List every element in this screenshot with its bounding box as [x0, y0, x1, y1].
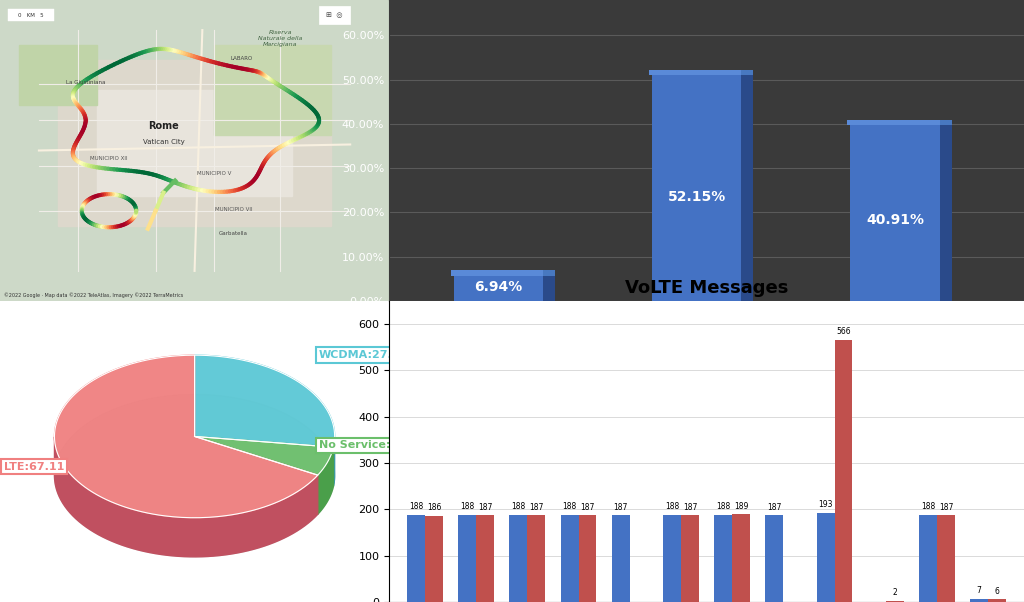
Polygon shape	[54, 437, 317, 557]
Polygon shape	[54, 394, 335, 557]
Text: 188: 188	[460, 502, 474, 511]
Bar	[850, 120, 940, 301]
Bar	[664, 515, 681, 602]
Text: MUNICIPIO V: MUNICIPIO V	[197, 170, 231, 176]
Bar	[459, 515, 476, 602]
Text: 193: 193	[818, 500, 833, 509]
Bar	[940, 120, 951, 125]
Text: No Service:5.79: No Service:5.79	[319, 441, 418, 450]
Bar	[715, 515, 732, 602]
Text: 188: 188	[562, 502, 577, 511]
Text: 188: 188	[511, 502, 525, 511]
Text: Garbatella: Garbatella	[219, 231, 248, 236]
Text: 40.91%: 40.91%	[866, 213, 924, 226]
Title: VoLTE Messages: VoLTE Messages	[625, 279, 788, 297]
Text: 188: 188	[921, 502, 935, 511]
Text: 187: 187	[613, 503, 628, 512]
Polygon shape	[334, 438, 335, 486]
Bar	[741, 70, 754, 75]
Polygon shape	[195, 436, 334, 475]
Bar	[527, 515, 545, 602]
Bar	[940, 120, 951, 301]
Bar	[451, 270, 546, 276]
Text: La Giustiniana: La Giustiniana	[66, 80, 105, 85]
Bar	[732, 515, 750, 602]
Bar	[848, 120, 943, 125]
Text: 189: 189	[734, 502, 749, 510]
Text: 2: 2	[892, 588, 897, 597]
Bar	[543, 270, 555, 301]
Bar	[971, 599, 988, 602]
Bar	[579, 515, 596, 602]
Text: 187: 187	[529, 503, 544, 512]
Bar	[58, 60, 331, 226]
Bar	[543, 270, 555, 276]
Bar	[476, 515, 495, 602]
Bar	[835, 340, 853, 602]
Text: Riserva
Naturale della
Marcigiana: Riserva Naturale della Marcigiana	[258, 30, 302, 47]
Bar	[214, 45, 331, 135]
Bar	[649, 70, 744, 75]
Text: 186: 186	[427, 503, 441, 512]
Bar	[817, 513, 835, 602]
Polygon shape	[317, 447, 334, 514]
Bar	[741, 70, 754, 301]
Text: 187: 187	[581, 503, 595, 512]
Bar	[937, 515, 955, 602]
Bar	[612, 515, 630, 602]
Text: WCDMA:27.11: WCDMA:27.11	[319, 350, 409, 360]
Text: 188: 188	[665, 502, 679, 511]
Bar	[19, 45, 97, 105]
Bar	[319, 6, 350, 24]
Text: 188: 188	[409, 502, 423, 511]
Text: 187: 187	[939, 503, 953, 512]
Bar	[886, 601, 904, 602]
Text: MUNICIPIO VII: MUNICIPIO VII	[215, 206, 252, 212]
Bar	[988, 599, 1007, 602]
Bar	[425, 516, 443, 602]
Text: LTE:67.11: LTE:67.11	[4, 462, 65, 471]
Text: ⊞  ◎: ⊞ ◎	[327, 12, 343, 18]
Text: 6.94%: 6.94%	[474, 280, 522, 294]
Bar	[8, 9, 54, 21]
Text: 187: 187	[767, 503, 781, 512]
Polygon shape	[195, 355, 335, 447]
Bar	[652, 70, 741, 301]
Bar	[561, 515, 579, 602]
Bar	[454, 270, 543, 301]
Bar	[408, 515, 425, 602]
Text: Rome: Rome	[148, 122, 179, 131]
Text: LABARO: LABARO	[230, 56, 252, 61]
Text: 188: 188	[716, 502, 730, 511]
Text: ©2022 Google · Map data ©2022 TeleAtlas, Imagery ©2022 TerraMetrics: ©2022 Google · Map data ©2022 TeleAtlas,…	[4, 293, 183, 298]
Text: 0   KM   5: 0 KM 5	[18, 13, 44, 17]
Bar	[766, 515, 783, 602]
Text: Vatican City: Vatican City	[142, 140, 184, 146]
Bar	[97, 90, 292, 196]
Text: MUNICIPIO XII: MUNICIPIO XII	[90, 155, 128, 161]
Bar	[920, 515, 937, 602]
Bar	[510, 515, 527, 602]
Bar	[681, 515, 698, 602]
Text: 566: 566	[837, 327, 851, 336]
Text: 187: 187	[683, 503, 697, 512]
Text: 7: 7	[977, 586, 982, 595]
Text: 187: 187	[478, 503, 493, 512]
Text: 6: 6	[994, 586, 999, 595]
Polygon shape	[54, 355, 317, 518]
Text: 52.15%: 52.15%	[668, 190, 726, 204]
